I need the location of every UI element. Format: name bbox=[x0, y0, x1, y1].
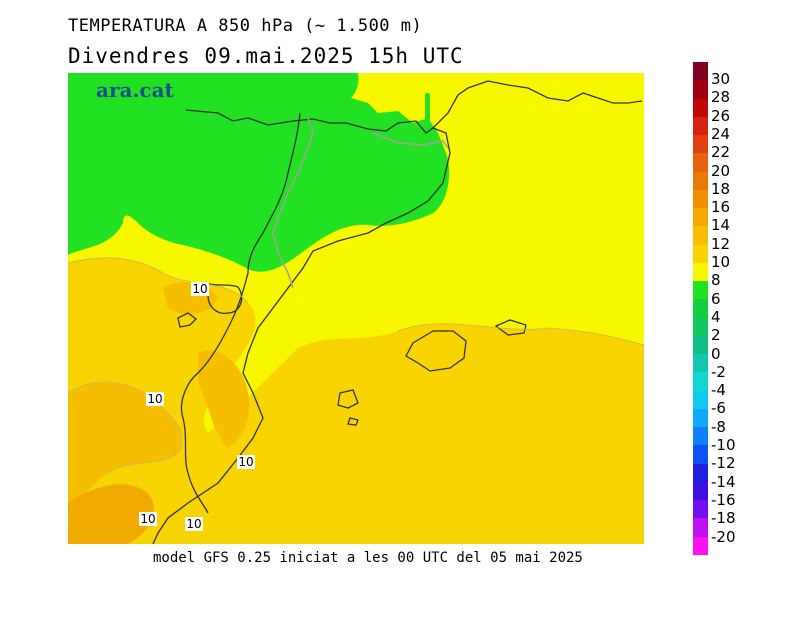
contour-labels: 10 10 10 10 10 bbox=[139, 282, 255, 531]
legend-label: 28 bbox=[711, 88, 731, 107]
legend-color-swatch bbox=[693, 62, 708, 81]
legend-label: 20 bbox=[711, 161, 731, 180]
legend-color-swatch bbox=[693, 372, 708, 391]
legend-label: 10 bbox=[711, 253, 731, 271]
legend-label: 14 bbox=[711, 216, 731, 235]
map-orange-patch-west bbox=[68, 382, 182, 513]
contour-label: 10 bbox=[186, 517, 201, 531]
legend-label: 22 bbox=[711, 143, 731, 162]
legend-label: -4 bbox=[711, 381, 726, 400]
legend-label: 6 bbox=[711, 289, 721, 308]
legend-color-swatch bbox=[693, 135, 708, 154]
legend-label: 18 bbox=[711, 179, 731, 198]
legend-color-swatch bbox=[693, 262, 708, 281]
legend-label: -6 bbox=[711, 399, 726, 418]
legend-label: 8 bbox=[711, 271, 721, 290]
isotherm-contours bbox=[68, 257, 644, 474]
legend-color-swatch bbox=[693, 335, 708, 354]
contour-label-bg bbox=[237, 455, 255, 469]
legend-color-swatch bbox=[693, 536, 708, 555]
legend-color-swatch bbox=[693, 463, 708, 482]
legend-color-swatch bbox=[693, 408, 708, 427]
legend-color-swatch bbox=[693, 153, 708, 172]
legend-color-swatch bbox=[693, 299, 708, 318]
legend-color-swatch bbox=[693, 171, 708, 190]
legend-color-swatch bbox=[693, 226, 708, 245]
legend-label: -18 bbox=[711, 509, 736, 528]
legend-color-swatch bbox=[693, 208, 708, 227]
legend-color-swatch bbox=[693, 244, 708, 263]
coastline bbox=[152, 80, 643, 544]
temperature-legend-bar bbox=[693, 62, 708, 555]
contour-label: 10 bbox=[192, 282, 207, 296]
legend-label: 26 bbox=[711, 106, 731, 125]
map-date-subtitle: Divendres 09.mai.2025 15h UTC bbox=[68, 44, 464, 68]
legend-label: 16 bbox=[711, 198, 731, 217]
legend-label: -20 bbox=[711, 527, 736, 546]
legend-color-swatch bbox=[693, 281, 708, 300]
legend-color-swatch bbox=[693, 518, 708, 537]
legend-color-swatch bbox=[693, 317, 708, 336]
legend-label: 0 bbox=[711, 344, 721, 363]
legend-color-swatch bbox=[693, 390, 708, 409]
legend-color-swatch bbox=[693, 500, 708, 519]
map-dark-orange-patch bbox=[68, 484, 155, 544]
legend-label: -16 bbox=[711, 490, 736, 509]
legend-color-swatch bbox=[693, 445, 708, 464]
legend-color-swatch bbox=[693, 116, 708, 135]
legend-label: 12 bbox=[711, 234, 731, 253]
contour-label-bg bbox=[191, 282, 209, 296]
legend-label: -12 bbox=[711, 454, 736, 473]
model-info-footer: model GFS 0.25 iniciat a les 00 UTC del … bbox=[153, 550, 583, 566]
temperature-map: ara.cat 10 10 10 10 10 bbox=[68, 73, 644, 544]
map-cold-blip bbox=[425, 93, 430, 123]
legend-color-swatch bbox=[693, 427, 708, 446]
legend-label: -10 bbox=[711, 436, 736, 454]
map-title: TEMPERATURA A 850 hPa (~ 1.500 m) bbox=[68, 16, 423, 36]
contour-label-bg bbox=[139, 512, 157, 526]
legend-label: 4 bbox=[711, 307, 721, 326]
legend-label: -14 bbox=[711, 472, 736, 491]
legend-label: -2 bbox=[711, 362, 726, 381]
legend-label: 30 bbox=[711, 70, 731, 88]
legend-color-swatch bbox=[693, 481, 708, 500]
map-cold-zone bbox=[68, 73, 450, 272]
contour-label: 10 bbox=[238, 455, 253, 469]
legend-color-swatch bbox=[693, 98, 708, 117]
map-orange-patch-central bbox=[198, 350, 250, 448]
ara-cat-logo[interactable]: ara.cat bbox=[96, 78, 175, 102]
legend-label: 2 bbox=[711, 326, 721, 345]
legend-label: -8 bbox=[711, 417, 726, 436]
contour-label: 10 bbox=[147, 392, 162, 406]
contour-label-bg bbox=[146, 392, 164, 406]
border-line bbox=[272, 117, 314, 289]
legend-label: 24 bbox=[711, 124, 731, 143]
legend-color-swatch bbox=[693, 80, 708, 99]
legend-color-swatch bbox=[693, 354, 708, 373]
contour-label-bg bbox=[185, 517, 203, 531]
legend-color-swatch bbox=[693, 189, 708, 208]
contour-label: 10 bbox=[140, 512, 155, 526]
border-line-north bbox=[372, 132, 449, 149]
